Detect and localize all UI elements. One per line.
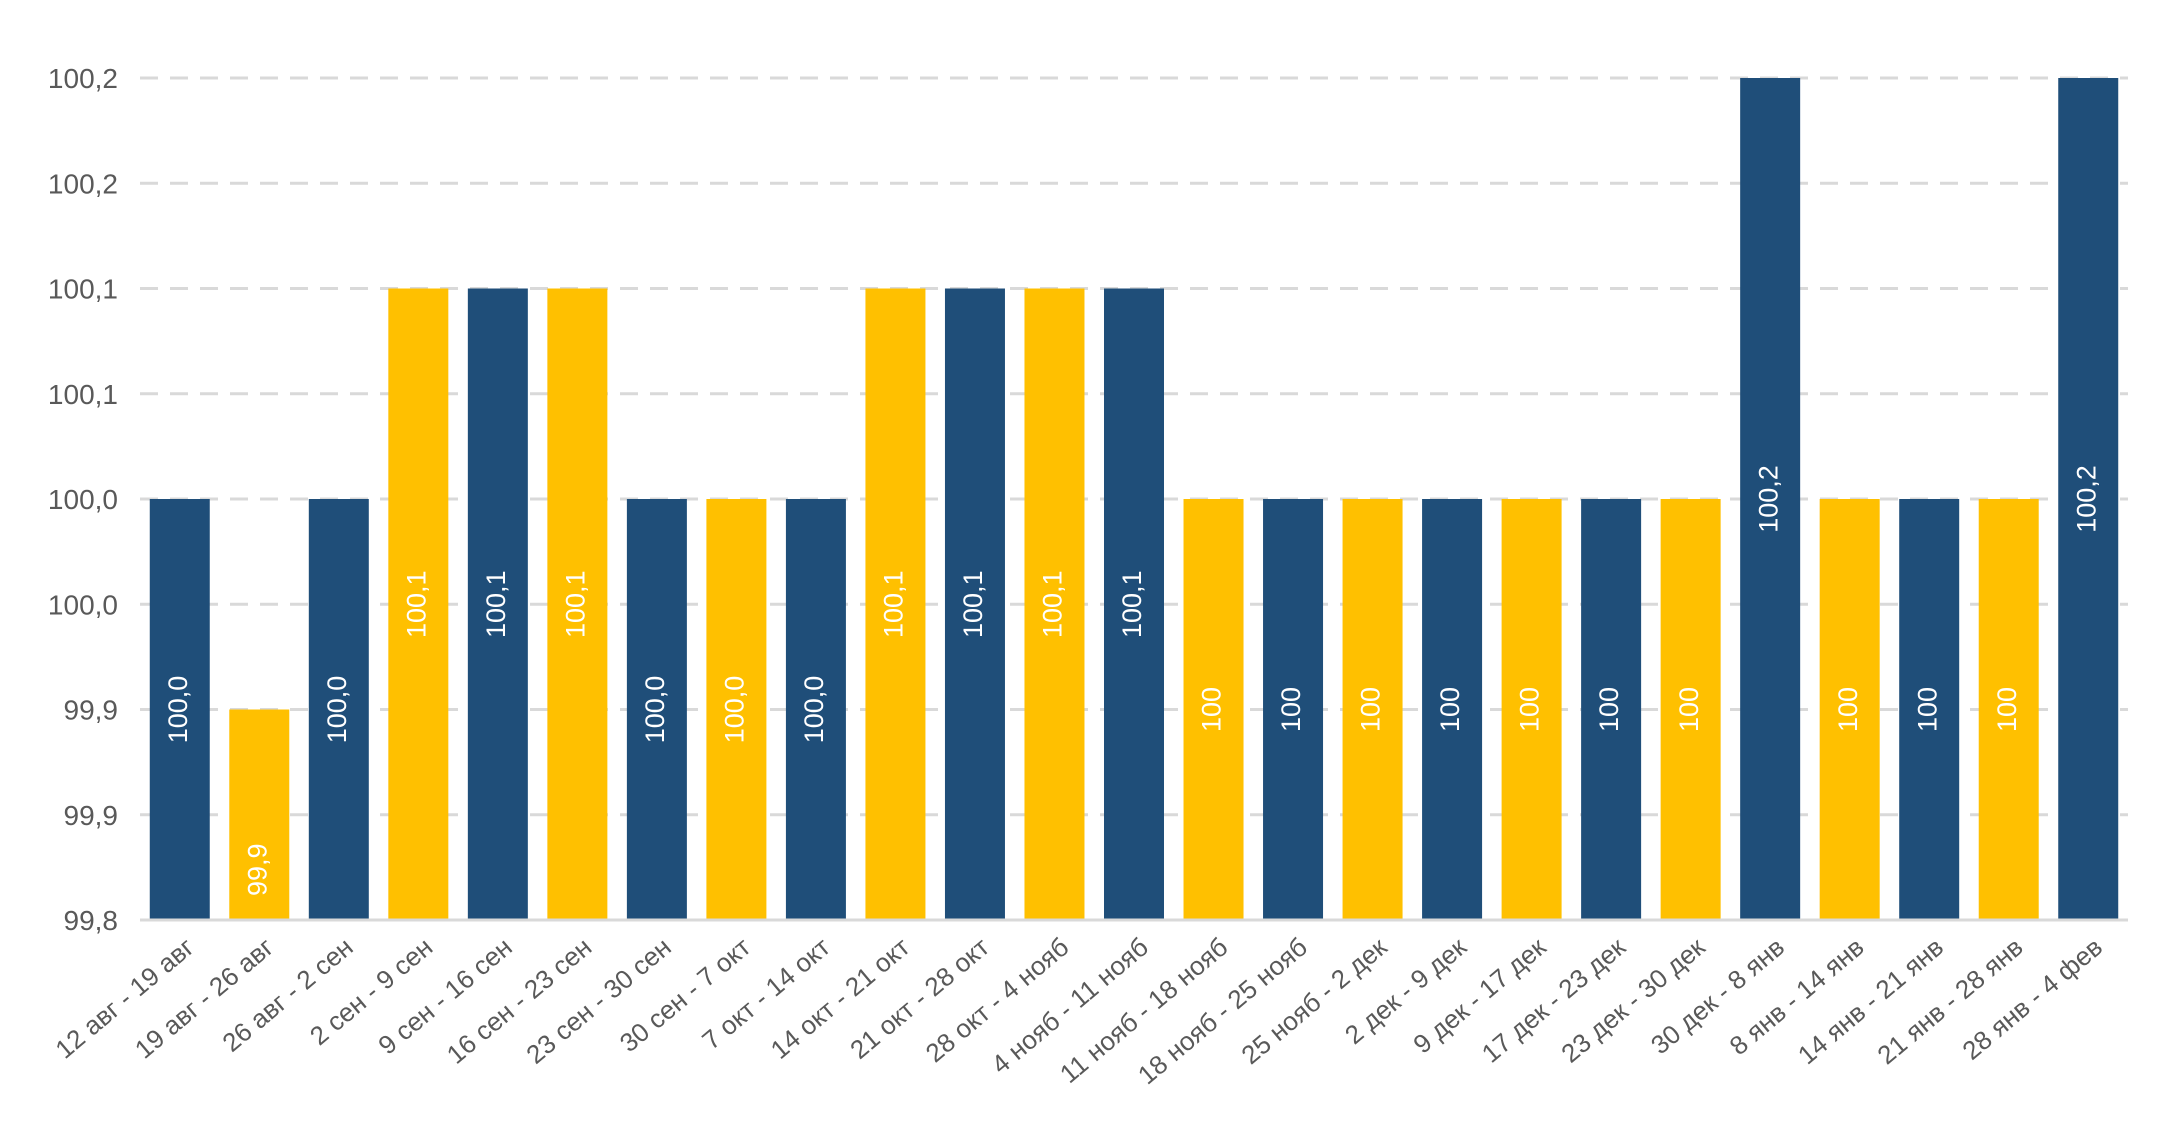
bar	[229, 709, 290, 920]
bar	[1263, 499, 1324, 920]
bar	[1024, 288, 1085, 920]
x-tick-label: 23 дек - 30 дек	[1555, 931, 1711, 1068]
bar-data-label: 100	[1594, 687, 1624, 732]
bar-data-label: 100	[1356, 687, 1386, 732]
bar	[1104, 288, 1164, 920]
data-labels: 100,0 99,9 100,0 100,1 100,1 100,1 100,0 100,0 1…	[163, 465, 2101, 896]
y-tick-labels: 99,8 99,9 99,9 100,0 100,0 100,1 100,1 100,2 100…	[48, 63, 118, 936]
bar	[308, 499, 369, 920]
bar	[944, 288, 1005, 920]
bar	[1660, 499, 1721, 920]
bar	[1183, 499, 1244, 920]
bar	[706, 499, 767, 920]
bar	[547, 288, 608, 920]
bar	[626, 499, 687, 920]
bar	[785, 499, 846, 920]
y-tick-label: 99,8	[64, 905, 119, 936]
bar	[1899, 499, 1960, 920]
bar	[1740, 78, 1801, 920]
bar-data-label: 100	[1435, 687, 1465, 732]
y-tick-label: 100,2	[48, 63, 118, 94]
bar	[1819, 499, 1880, 920]
bar-data-label: 100,0	[322, 676, 352, 744]
bar	[865, 288, 926, 920]
bar	[1342, 499, 1403, 920]
y-tick-label: 100,1	[48, 379, 118, 410]
bar-data-label: 100	[1912, 687, 1942, 732]
y-tick-label: 100,2	[48, 168, 118, 199]
y-tick-label: 100,0	[48, 589, 118, 620]
bar-data-label: 100,1	[879, 570, 909, 638]
y-tick-label: 100,1	[48, 274, 118, 305]
bar-data-label: 99,9	[242, 843, 272, 896]
bar-data-label: 100,1	[958, 570, 988, 638]
x-tick-label: 14 окт - 21 окт	[765, 932, 916, 1065]
bar	[1978, 499, 2039, 920]
bar	[149, 499, 210, 920]
bar-data-label: 100,2	[2071, 465, 2101, 533]
bars-layer	[149, 78, 2119, 920]
x-tick-label: 9 сен - 16 сен	[372, 932, 517, 1061]
bar-data-label: 100	[1276, 687, 1306, 732]
x-tick-label: 17 дек - 23 дек	[1476, 931, 1632, 1068]
y-tick-label: 100,0	[48, 484, 118, 515]
bar-data-label: 100	[1674, 687, 1704, 732]
bar-data-label: 100	[1515, 687, 1545, 732]
bar-data-label: 100	[1992, 687, 2022, 732]
y-tick-label: 99,9	[64, 695, 119, 726]
y-tick-label: 99,9	[64, 800, 119, 831]
bar-data-label: 100,1	[401, 570, 431, 638]
bar	[1422, 499, 1483, 920]
bar	[1581, 499, 1642, 920]
bar-data-label: 100	[1833, 687, 1863, 732]
bar-data-label: 100,0	[163, 676, 193, 744]
bar	[1501, 499, 1562, 920]
x-tick-label: 8 янв - 14 янв	[1724, 932, 1870, 1061]
x-tick-label: 28 янв - 4 фев	[1956, 932, 2108, 1066]
bar	[388, 288, 449, 920]
x-tick-label: 19 авг - 26 авг	[129, 932, 279, 1065]
bar	[467, 288, 528, 920]
bar-data-label: 100,0	[799, 676, 829, 744]
bar	[2058, 78, 2119, 920]
bar-data-label: 100	[1197, 687, 1227, 732]
bar-data-label: 100,0	[640, 676, 670, 744]
x-tick-label: 12 авг - 19 авг	[49, 932, 199, 1065]
bar-data-label: 100,1	[481, 570, 511, 638]
bar-data-label: 100,0	[720, 676, 750, 744]
bar-data-label: 100,1	[560, 570, 590, 638]
bar-data-label: 100,1	[1038, 570, 1068, 638]
bar-data-label: 100,2	[1753, 465, 1783, 533]
bar-data-label: 100,1	[1117, 570, 1147, 638]
